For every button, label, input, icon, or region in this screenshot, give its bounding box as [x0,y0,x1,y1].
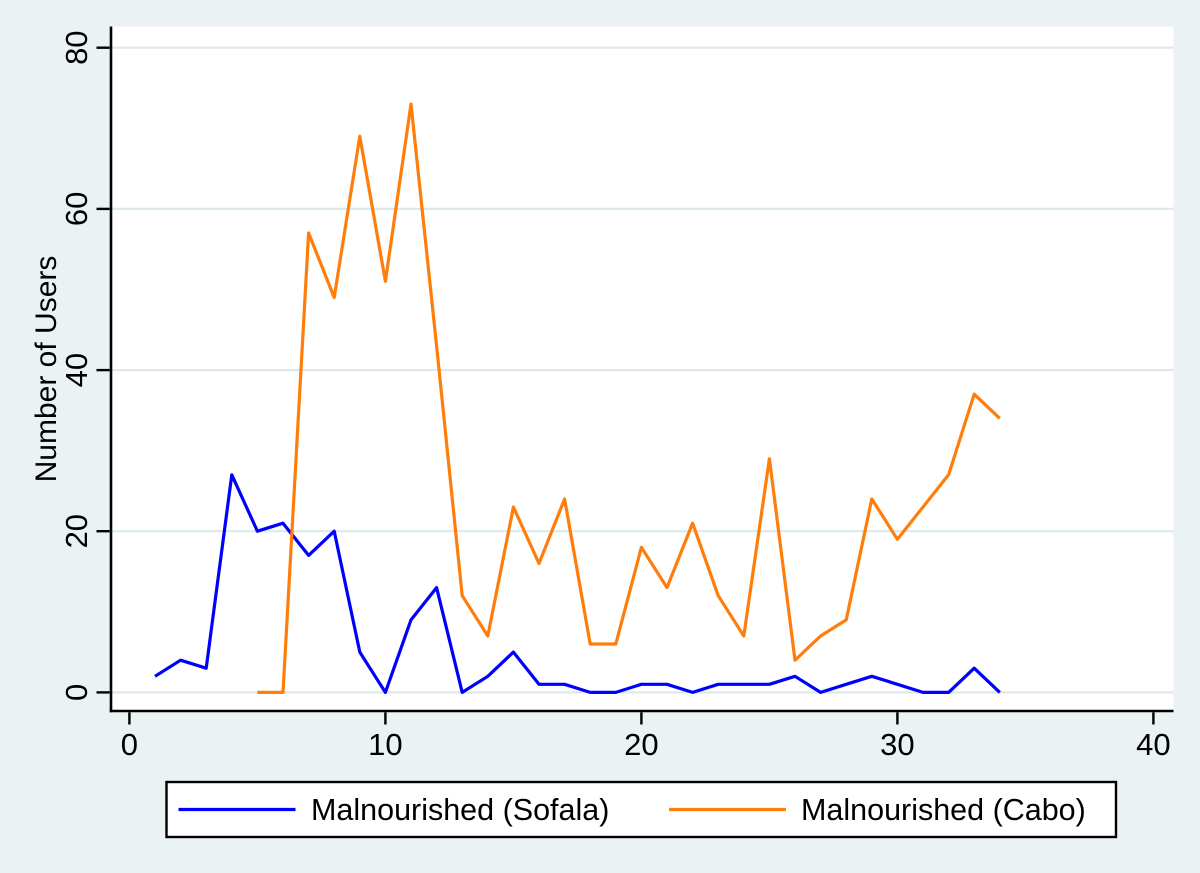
svg-text:60: 60 [59,192,94,226]
svg-text:Malnourished (Cabo): Malnourished (Cabo) [801,793,1086,827]
svg-text:0: 0 [121,727,138,762]
svg-text:40: 40 [59,353,94,387]
svg-text:80: 80 [59,30,94,64]
svg-text:40: 40 [1136,727,1170,762]
svg-text:Number of Users: Number of Users [30,256,63,483]
svg-text:10: 10 [368,727,402,762]
svg-text:Malnourished (Sofala): Malnourished (Sofala) [311,793,609,827]
svg-text:20: 20 [59,514,94,548]
svg-text:0: 0 [59,684,94,701]
svg-text:30: 30 [880,727,914,762]
svg-text:20: 20 [624,727,658,762]
